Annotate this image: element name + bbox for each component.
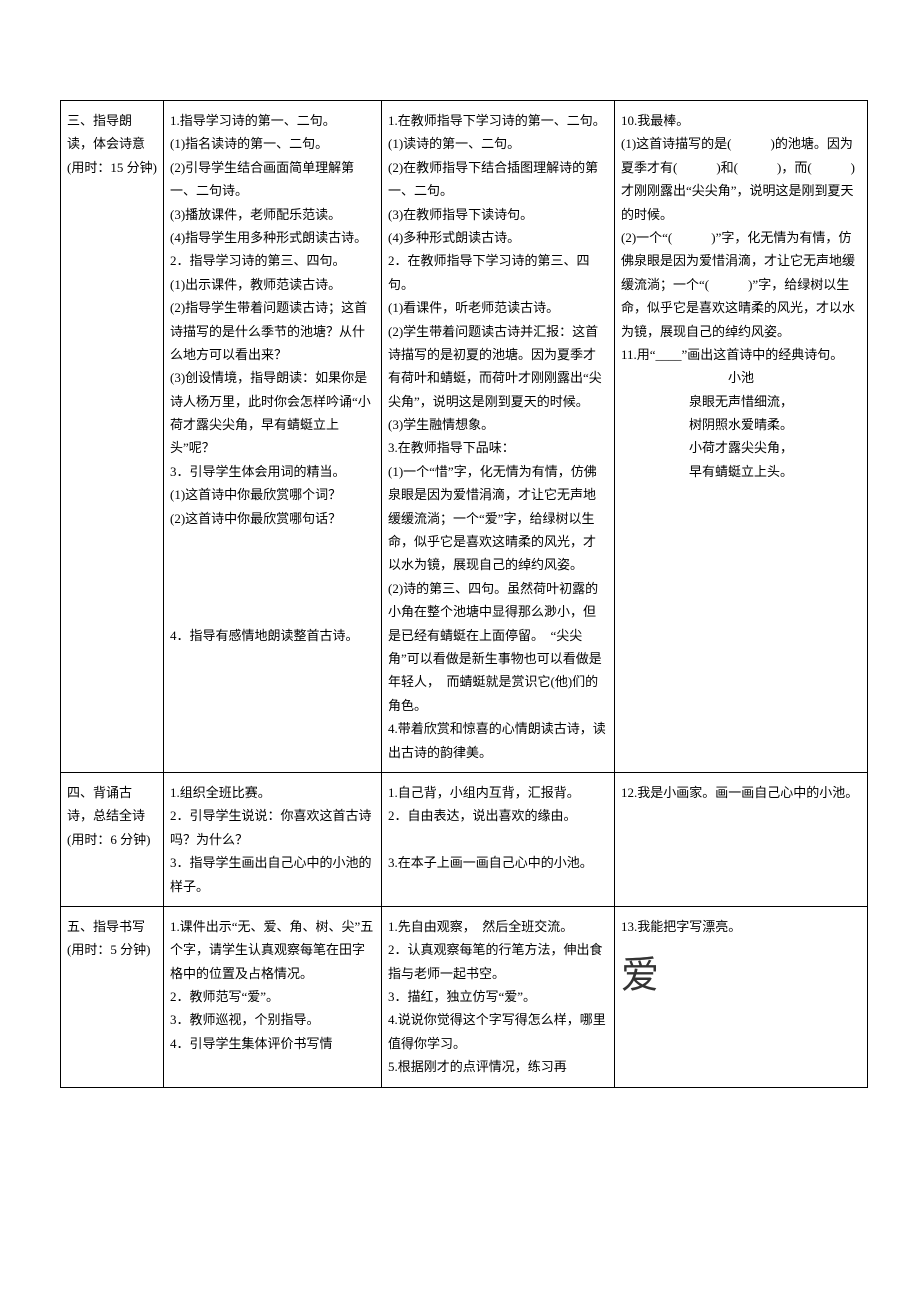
poem-line: 树阴照水爱晴柔。 bbox=[621, 413, 861, 436]
student-activity-cell: 1.自己背，小组内互背，汇报背。2．自由表达，说出喜欢的缘由。 3.在本子上画一… bbox=[382, 772, 615, 906]
section-title-cell: 四、背诵古诗，总结全诗(用时：6 分钟) bbox=[61, 772, 164, 906]
page: 三、指导朗读，体会诗意(用时：15 分钟) 1.指导学习诗的第一、二句。(1)指… bbox=[0, 0, 920, 1148]
student-activity-cell: 1.在教师指导下学习诗的第一、二句。(1)读诗的第一、二句。(2)在教师指导下结… bbox=[382, 101, 615, 773]
teacher-activity-cell: 1.课件出示“无、爱、角、树、尖”五个字，请学生认真观察每笔在田字格中的位置及占… bbox=[164, 906, 382, 1087]
exercise-line: 11.用“____”画出这首诗中的经典诗句。 bbox=[621, 343, 861, 366]
teacher-activity-text: 1.课件出示“无、爱、角、树、尖”五个字，请学生认真观察每笔在田字格中的位置及占… bbox=[170, 915, 375, 1055]
table-row: 三、指导朗读，体会诗意(用时：15 分钟) 1.指导学习诗的第一、二句。(1)指… bbox=[61, 101, 868, 773]
exercise-cell: 10.我最棒。 (1)这首诗描写的是( )的池塘。因为夏季才有( )和( )，而… bbox=[615, 101, 868, 773]
poem-title: 小池 bbox=[621, 366, 861, 389]
student-activity-text: 1.自己背，小组内互背，汇报背。2．自由表达，说出喜欢的缘由。 3.在本子上画一… bbox=[388, 781, 608, 875]
practice-big-char: 爱 bbox=[621, 942, 861, 1010]
exercise-line: (1)这首诗描写的是( )的池塘。因为夏季才有( )和( )，而( )才刚刚露出… bbox=[621, 132, 861, 226]
table-row: 五、指导书写(用时：5 分钟) 1.课件出示“无、爱、角、树、尖”五个字，请学生… bbox=[61, 906, 868, 1087]
teacher-activity-cell: 1.组织全班比赛。2．引导学生说说：你喜欢这首古诗吗？为什么？3．指导学生画出自… bbox=[164, 772, 382, 906]
teacher-activity-text: 1.组织全班比赛。2．引导学生说说：你喜欢这首古诗吗？为什么？3．指导学生画出自… bbox=[170, 781, 375, 898]
poem-line: 小荷才露尖尖角， bbox=[621, 436, 861, 459]
lesson-plan-table: 三、指导朗读，体会诗意(用时：15 分钟) 1.指导学习诗的第一、二句。(1)指… bbox=[60, 100, 868, 1088]
exercise-cell: 12.我是小画家。画一画自己心中的小池。 bbox=[615, 772, 868, 906]
teacher-activity-text: 1.指导学习诗的第一、二句。(1)指名读诗的第一、二句。(2)引导学生结合画面简… bbox=[170, 109, 375, 647]
student-activity-text: 1.在教师指导下学习诗的第一、二句。(1)读诗的第一、二句。(2)在教师指导下结… bbox=[388, 109, 608, 764]
exercise-line: 13.我能把字写漂亮。 bbox=[621, 915, 861, 938]
section-title-cell: 三、指导朗读，体会诗意(用时：15 分钟) bbox=[61, 101, 164, 773]
teacher-activity-cell: 1.指导学习诗的第一、二句。(1)指名读诗的第一、二句。(2)引导学生结合画面简… bbox=[164, 101, 382, 773]
student-activity-cell: 1.先自由观察， 然后全班交流。2．认真观察每笔的行笔方法，伸出食指与老师一起书… bbox=[382, 906, 615, 1087]
exercise-line: 10.我最棒。 bbox=[621, 109, 861, 132]
exercise-cell: 13.我能把字写漂亮。 爱 bbox=[615, 906, 868, 1087]
poem-line: 泉眼无声惜细流， bbox=[621, 390, 861, 413]
student-activity-text: 1.先自由观察， 然后全班交流。2．认真观察每笔的行笔方法，伸出食指与老师一起书… bbox=[388, 915, 608, 1079]
section-title: 五、指导书写(用时：5 分钟) bbox=[67, 915, 157, 962]
table-row: 四、背诵古诗，总结全诗(用时：6 分钟) 1.组织全班比赛。2．引导学生说说：你… bbox=[61, 772, 868, 906]
section-title: 四、背诵古诗，总结全诗(用时：6 分钟) bbox=[67, 781, 157, 851]
exercise-line: (2)一个“( )”字，化无情为有情，仿佛泉眼是因为爱惜涓滴，才让它无声地缓缓流… bbox=[621, 226, 861, 343]
section-title-cell: 五、指导书写(用时：5 分钟) bbox=[61, 906, 164, 1087]
poem-line: 早有蜻蜓立上头。 bbox=[621, 460, 861, 483]
exercise-line: 12.我是小画家。画一画自己心中的小池。 bbox=[621, 781, 861, 804]
poem-block: 小池 泉眼无声惜细流， 树阴照水爱晴柔。 小荷才露尖尖角， 早有蜻蜓立上头。 bbox=[621, 366, 861, 483]
section-title: 三、指导朗读，体会诗意(用时：15 分钟) bbox=[67, 109, 157, 179]
